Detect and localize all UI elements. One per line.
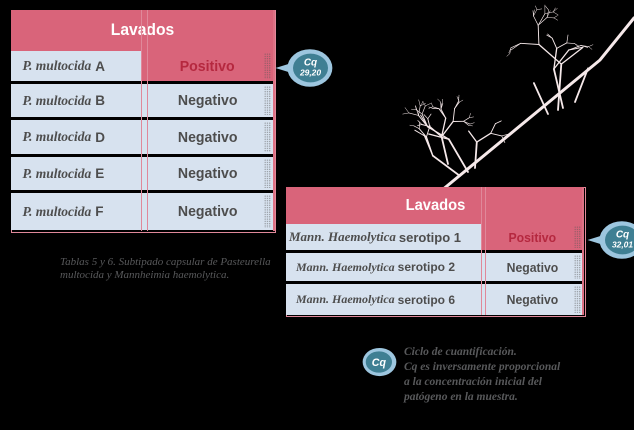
svg-text:Cq: Cq	[372, 357, 387, 369]
svg-text:29,20: 29,20	[299, 68, 321, 78]
svg-text:Cq: Cq	[616, 230, 629, 241]
svg-text:32,01: 32,01	[612, 240, 633, 250]
svg-text:Cq: Cq	[304, 58, 317, 69]
